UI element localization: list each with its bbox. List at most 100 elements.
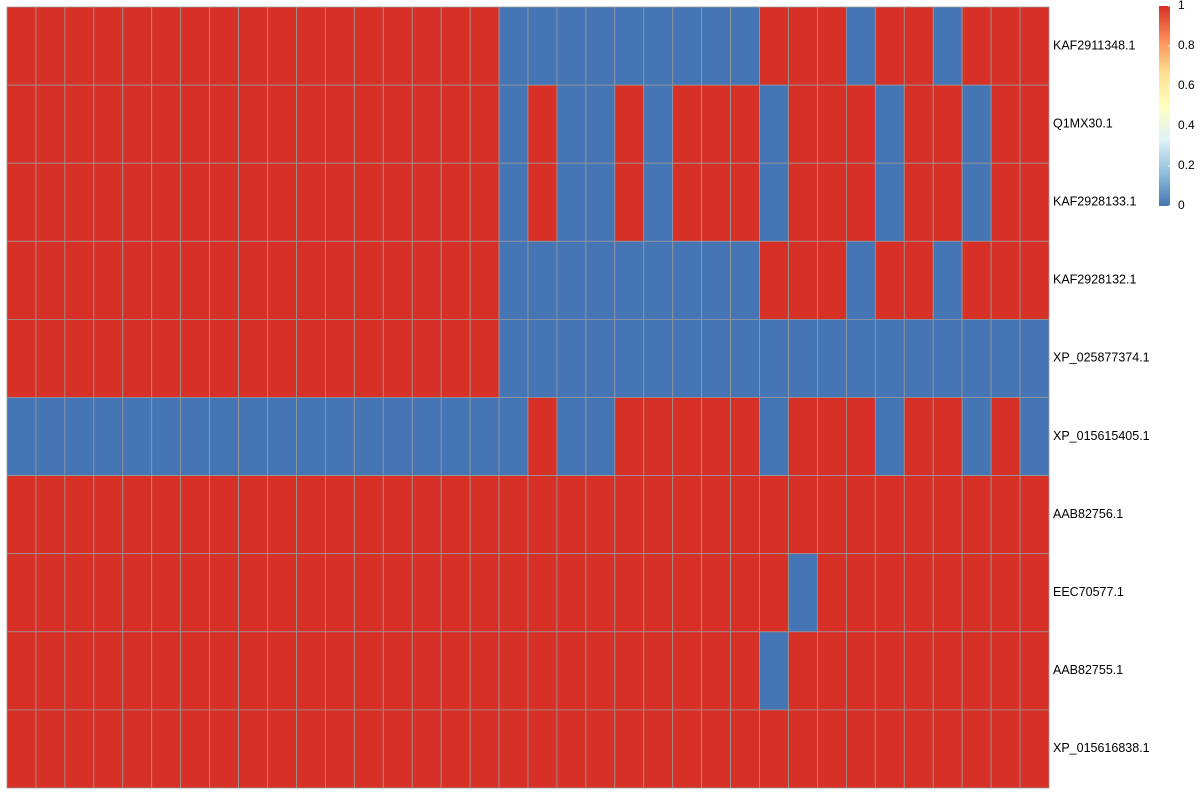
heatmap-cell [759, 709, 789, 789]
heatmap-cell [180, 709, 211, 789]
heatmap-cell [701, 240, 732, 320]
heatmap-cell [151, 162, 182, 242]
heatmap-cell [151, 6, 182, 86]
row-label: XP_025877374.1 [1053, 351, 1150, 365]
heatmap-cell [267, 6, 297, 86]
heatmap-cell [932, 162, 963, 242]
heatmap-cell [498, 6, 529, 86]
heatmap-cell [122, 240, 153, 320]
heatmap-cell [353, 397, 384, 476]
heatmap-cell [498, 631, 529, 711]
row-label: Q1MX30.1 [1053, 116, 1113, 130]
heatmap-cell [411, 397, 442, 476]
heatmap-cell [324, 240, 355, 320]
heatmap-cell [440, 84, 471, 164]
heatmap-cell [643, 240, 674, 320]
heatmap-cell [122, 553, 153, 633]
heatmap-cell [527, 84, 558, 164]
heatmap-cell [64, 240, 95, 320]
heatmap-cell [64, 318, 95, 398]
heatmap-cell [324, 318, 355, 398]
legend-tick-label: 0.6 [1178, 78, 1195, 92]
heatmap-cell [209, 553, 239, 633]
heatmap-cell [643, 84, 674, 164]
heatmap-cell [932, 84, 963, 164]
heatmap-cell [411, 240, 442, 320]
heatmap-cell [35, 709, 66, 789]
heatmap-cell [759, 240, 789, 320]
heatmap-cell [788, 84, 818, 164]
heatmap-cell [556, 6, 587, 86]
heatmap-cell [701, 709, 732, 789]
heatmap-cell [788, 553, 818, 633]
heatmap-cell [440, 631, 471, 711]
heatmap-cell [35, 475, 66, 555]
heatmap-cell [759, 84, 789, 164]
heatmap-cell [701, 6, 732, 86]
heatmap-cell [324, 397, 355, 476]
heatmap-cell [990, 162, 1021, 242]
heatmap-cell [817, 6, 847, 86]
heatmap-cell [932, 709, 963, 789]
heatmap-cell [498, 84, 529, 164]
heatmap-cell [788, 240, 818, 320]
heatmap-cell [643, 162, 674, 242]
heatmap-cell [990, 631, 1021, 711]
heatmap-cell [382, 397, 413, 476]
heatmap-cell [527, 240, 558, 320]
heatmap-cell [845, 162, 876, 242]
heatmap-cell [672, 553, 703, 633]
heatmap-cell [903, 6, 934, 86]
heatmap-cell [961, 709, 992, 789]
heatmap-cell [6, 397, 37, 476]
heatmap-cell [498, 709, 529, 789]
heatmap-cell [614, 240, 645, 320]
heatmap-cell [1019, 318, 1050, 398]
heatmap-cell [903, 84, 934, 164]
heatmap-cell [903, 240, 934, 320]
heatmap-cell [411, 318, 442, 398]
heatmap-cell [932, 240, 963, 320]
heatmap-cell [1019, 162, 1050, 242]
heatmap-cell [903, 397, 934, 476]
heatmap-cell [961, 631, 992, 711]
heatmap-cell [180, 240, 211, 320]
heatmap-cell [903, 553, 934, 633]
heatmap-cell [93, 240, 124, 320]
heatmap-cell [845, 240, 876, 320]
heatmap-cell [614, 6, 645, 86]
heatmap-cell [961, 240, 992, 320]
heatmap-cell [469, 6, 500, 86]
heatmap-cell [151, 318, 182, 398]
heatmap-cell [585, 709, 616, 789]
heatmap-cell [903, 162, 934, 242]
heatmap-cell [238, 84, 268, 164]
heatmap-cell [701, 397, 732, 476]
heatmap-cell [151, 553, 182, 633]
heatmap-cell [614, 318, 645, 398]
heatmap-cell [6, 84, 37, 164]
heatmap-cell [209, 318, 239, 398]
heatmap-cell [267, 709, 297, 789]
heatmap-cell [845, 84, 876, 164]
heatmap-cell [903, 709, 934, 789]
heatmap-cell [93, 553, 124, 633]
heatmap-cell [498, 240, 529, 320]
heatmap-cell [585, 553, 616, 633]
heatmap-cell [209, 6, 239, 86]
heatmap-cell [961, 6, 992, 86]
heatmap-cell [353, 162, 384, 242]
heatmap-cell [961, 318, 992, 398]
heatmap-cell [324, 709, 355, 789]
heatmap-cell [180, 553, 211, 633]
heatmap-cells [6, 6, 1050, 789]
heatmap-cell [440, 6, 471, 86]
heatmap-cell [1019, 84, 1050, 164]
heatmap-cell [6, 475, 37, 555]
heatmap-cell [614, 475, 645, 555]
row-label: EEC70577.1 [1053, 585, 1124, 599]
heatmap-cell [64, 162, 95, 242]
heatmap-cell [701, 475, 732, 555]
heatmap-cell [238, 6, 268, 86]
